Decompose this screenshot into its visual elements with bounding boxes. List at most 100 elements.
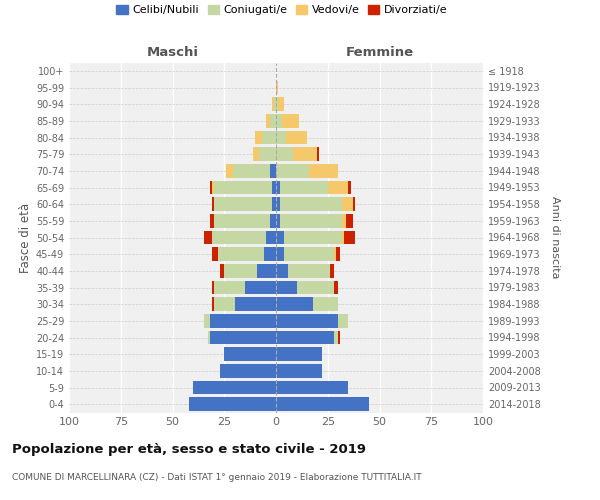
Bar [214, 298, 235, 311]
Bar [263, 248, 276, 261]
Bar [334, 280, 338, 294]
Bar [334, 248, 336, 261]
Bar [212, 298, 214, 311]
Bar [342, 198, 353, 211]
Text: Femmine: Femmine [346, 46, 413, 59]
Bar [212, 180, 214, 194]
Text: Popolazione per età, sesso e stato civile - 2019: Popolazione per età, sesso e stato civil… [12, 442, 366, 456]
Bar [212, 280, 214, 294]
Bar [276, 230, 284, 244]
Bar [270, 114, 276, 128]
Bar [286, 130, 307, 144]
Bar [338, 330, 340, 344]
Bar [274, 98, 276, 111]
Bar [289, 264, 330, 278]
Bar [245, 280, 276, 294]
Bar [257, 264, 276, 278]
Bar [214, 280, 245, 294]
Text: COMUNE DI MARCELLINARA (CZ) - Dati ISTAT 1° gennaio 2019 - Elaborazione TUTTITAL: COMUNE DI MARCELLINARA (CZ) - Dati ISTAT… [12, 472, 422, 482]
Bar [214, 198, 272, 211]
Bar [278, 98, 284, 111]
Bar [276, 364, 322, 378]
Bar [276, 348, 322, 361]
Bar [235, 298, 276, 311]
Bar [313, 298, 338, 311]
Bar [212, 198, 214, 211]
Bar [203, 314, 210, 328]
Bar [282, 114, 299, 128]
Bar [193, 380, 276, 394]
Bar [210, 214, 214, 228]
Bar [309, 164, 338, 177]
Bar [224, 264, 257, 278]
Bar [276, 298, 313, 311]
Bar [276, 248, 284, 261]
Bar [276, 164, 309, 177]
Bar [233, 164, 270, 177]
Text: Maschi: Maschi [146, 46, 199, 59]
Bar [276, 198, 280, 211]
Bar [210, 330, 276, 344]
Bar [259, 148, 276, 161]
Bar [253, 148, 259, 161]
Bar [203, 230, 212, 244]
Bar [226, 164, 233, 177]
Bar [256, 130, 262, 144]
Bar [284, 248, 334, 261]
Bar [338, 314, 349, 328]
Legend: Celibi/Nubili, Coniugati/e, Vedovi/e, Divorziati/e: Celibi/Nubili, Coniugati/e, Vedovi/e, Di… [112, 0, 452, 20]
Bar [270, 164, 276, 177]
Bar [214, 214, 270, 228]
Y-axis label: Fasce di età: Fasce di età [19, 202, 32, 272]
Bar [353, 198, 355, 211]
Bar [218, 248, 263, 261]
Bar [272, 180, 276, 194]
Bar [208, 330, 210, 344]
Bar [276, 380, 349, 394]
Bar [342, 230, 344, 244]
Bar [293, 148, 317, 161]
Bar [276, 130, 286, 144]
Bar [317, 148, 319, 161]
Bar [344, 230, 355, 244]
Bar [276, 314, 338, 328]
Bar [272, 198, 276, 211]
Bar [276, 398, 369, 411]
Bar [266, 114, 270, 128]
Bar [336, 248, 340, 261]
Bar [189, 398, 276, 411]
Bar [276, 180, 280, 194]
Bar [342, 214, 346, 228]
Bar [270, 214, 276, 228]
Bar [280, 198, 342, 211]
Bar [272, 98, 274, 111]
Bar [330, 264, 334, 278]
Bar [212, 230, 266, 244]
Bar [262, 130, 276, 144]
Bar [220, 264, 224, 278]
Bar [276, 148, 293, 161]
Bar [276, 280, 296, 294]
Bar [276, 264, 289, 278]
Bar [349, 180, 350, 194]
Bar [276, 330, 334, 344]
Bar [220, 364, 276, 378]
Bar [224, 348, 276, 361]
Y-axis label: Anni di nascita: Anni di nascita [550, 196, 560, 278]
Bar [284, 230, 342, 244]
Bar [212, 248, 218, 261]
Bar [266, 230, 276, 244]
Bar [210, 180, 212, 194]
Bar [280, 180, 328, 194]
Bar [276, 80, 278, 94]
Bar [328, 180, 349, 194]
Bar [276, 214, 280, 228]
Bar [346, 214, 353, 228]
Bar [214, 180, 272, 194]
Bar [276, 114, 282, 128]
Bar [334, 330, 338, 344]
Bar [296, 280, 334, 294]
Bar [210, 314, 276, 328]
Bar [276, 98, 278, 111]
Bar [280, 214, 342, 228]
